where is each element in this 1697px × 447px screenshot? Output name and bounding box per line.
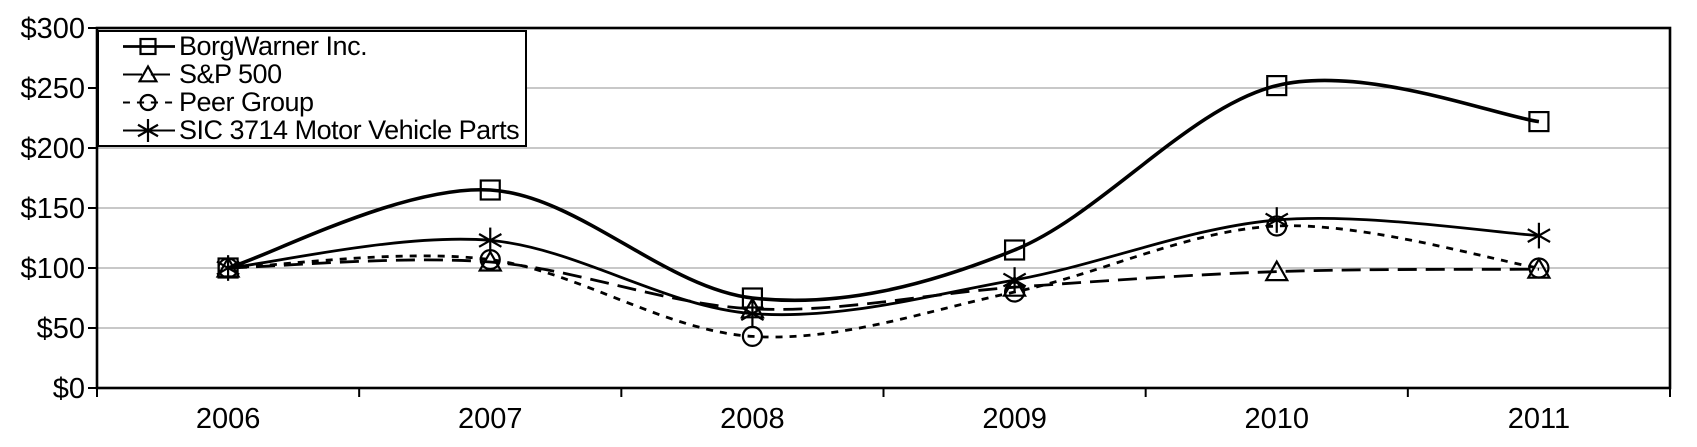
data-point-marker-square [1266, 74, 1288, 97]
data-point-marker-asterisk [216, 255, 240, 281]
data-point-marker-circle [1528, 257, 1550, 279]
legend-label: Peer Group [179, 87, 314, 117]
legend-item-peer-group: Peer Group [121, 87, 525, 117]
data-point-marker-square [1528, 110, 1550, 133]
y-axis-tick-label: $50 [37, 313, 85, 345]
x-axis-tick-label: 2009 [982, 403, 1047, 435]
data-point-marker-circle [741, 325, 764, 347]
legend-sample-circle-icon [122, 93, 175, 112]
data-point-marker-asterisk [1265, 207, 1289, 233]
series-line-square [227, 78, 1540, 303]
y-axis-tick-label: $250 [20, 73, 85, 105]
series-line-triangle [228, 258, 1539, 311]
x-axis-tick-label: 2010 [1244, 403, 1309, 435]
y-axis-tick-label: $0 [53, 373, 85, 405]
data-point-marker-asterisk [478, 227, 502, 254]
series-line-circle [228, 224, 1540, 339]
legend-sample-square-icon [122, 37, 175, 56]
data-point-marker-asterisk [1527, 222, 1551, 249]
data-point-marker-triangle [477, 249, 503, 272]
data-point-marker-asterisk [1002, 267, 1027, 293]
x-axis-tick-label: 2011 [1508, 403, 1570, 435]
data-point-marker-triangle [1264, 259, 1290, 282]
legend-item-sic-3714: SIC 3714 Motor Vehicle Parts [121, 115, 525, 145]
legend-sample-asterisk-icon [122, 119, 175, 142]
legend-item-borgwarner: BorgWarner Inc. [121, 31, 525, 61]
y-axis-tick-label: $300 [20, 13, 85, 45]
data-point-marker-square [1003, 239, 1026, 261]
legend-sample-triangle-icon [122, 64, 175, 83]
data-point-marker-triangle [137, 64, 159, 83]
legend-label: BorgWarner Inc. [179, 31, 368, 61]
data-point-marker-triangle [1002, 274, 1027, 297]
y-axis-tick-label: $150 [20, 193, 85, 225]
legend-label: SIC 3714 Motor Vehicle Parts [179, 115, 520, 145]
data-point-marker-asterisk [740, 300, 765, 327]
x-axis-tick-label: 2008 [720, 403, 785, 435]
y-axis-tick-label: $100 [20, 253, 85, 285]
series-line-asterisk [227, 217, 1540, 317]
chart-legend: BorgWarner Inc. S&P 500 Peer Group SIC 3… [97, 30, 527, 147]
x-axis-tick-label: 2006 [196, 403, 261, 435]
y-axis-tick-label: $200 [20, 133, 85, 165]
data-point-marker-asterisk [137, 119, 159, 142]
data-point-marker-circle [139, 93, 157, 112]
x-axis-tick-label: 2007 [458, 403, 523, 435]
legend-item-sp500: S&P 500 [121, 59, 525, 89]
legend-label: S&P 500 [179, 59, 282, 89]
data-point-marker-square [479, 179, 501, 201]
data-point-marker-square [139, 37, 157, 56]
